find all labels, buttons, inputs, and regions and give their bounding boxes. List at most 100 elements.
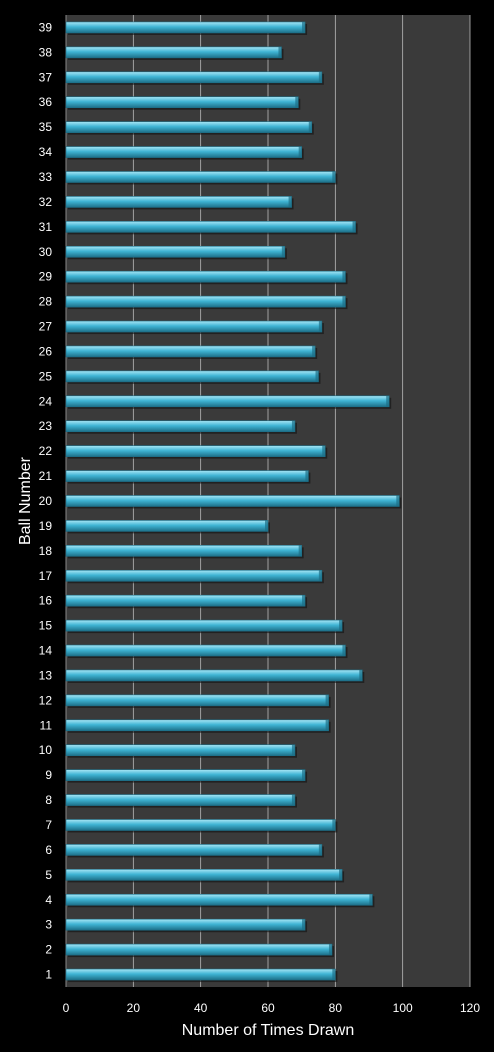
bar-end (298, 146, 302, 158)
bar-ball-26 (65, 345, 318, 359)
bar-end (295, 96, 299, 108)
bar-ball-36 (65, 96, 301, 110)
bar-end (291, 794, 295, 806)
bar (65, 769, 306, 781)
bar-ball-8 (65, 794, 297, 808)
bar-end (328, 944, 332, 956)
bar (65, 644, 346, 657)
bar-end (278, 46, 282, 58)
bar-end (302, 595, 306, 607)
bar-ball-2 (65, 943, 334, 958)
bar-ball-6 (65, 844, 324, 858)
bar-ball-15 (65, 619, 345, 634)
bar-ball-23 (65, 420, 297, 434)
x-tick-label: 0 (63, 1001, 70, 1015)
bar-end (265, 520, 268, 532)
bar (65, 893, 373, 906)
bar-end (342, 645, 346, 657)
y-tick-label: 6 (45, 843, 52, 857)
bar-ball-9 (65, 769, 308, 783)
bar (65, 171, 336, 183)
bar-end (302, 919, 306, 931)
bar (65, 943, 333, 956)
bar (65, 445, 326, 457)
bar-end (339, 620, 343, 632)
bar-end (325, 694, 329, 706)
bar-ball-35 (65, 121, 314, 135)
bar-ball-30 (65, 245, 287, 260)
bar (65, 594, 306, 607)
bar-end (291, 744, 295, 756)
bar (65, 221, 356, 233)
bar (65, 46, 282, 59)
y-tick-label: 12 (39, 693, 53, 707)
bar-end (312, 345, 316, 357)
bar (65, 96, 299, 109)
bar (65, 245, 286, 258)
bar-ball-5 (65, 869, 345, 883)
bar-end (288, 196, 292, 208)
bar-end (396, 495, 400, 507)
bar-ball-24 (65, 395, 392, 409)
bar (65, 520, 269, 532)
y-tick-label: 25 (39, 369, 53, 383)
y-tick-label: 31 (39, 220, 53, 234)
y-tick-label: 24 (39, 394, 53, 408)
y-tick-label: 38 (39, 45, 53, 59)
x-tick-label: 80 (329, 1001, 343, 1015)
bar-ball-29 (65, 270, 348, 285)
bar-end (339, 869, 343, 881)
bar-ball-25 (65, 370, 321, 384)
bar (65, 869, 343, 881)
bar-end (332, 819, 336, 831)
y-tick-label: 27 (39, 320, 53, 334)
bar (65, 420, 296, 433)
bar-ball-20 (65, 495, 402, 509)
y-tick-label: 36 (39, 95, 53, 109)
y-tick-label: 10 (39, 743, 53, 757)
y-tick-label: 1 (45, 968, 52, 982)
bar-ball-32 (65, 196, 294, 210)
bar-end (318, 844, 322, 856)
bar-end (318, 71, 322, 83)
bar-ball-37 (65, 71, 324, 85)
bar-ball-22 (65, 445, 328, 459)
bar (65, 395, 390, 408)
bar-end (322, 445, 326, 457)
bar (65, 569, 323, 582)
y-tick-label: 26 (39, 344, 53, 358)
y-tick-label: 5 (45, 868, 52, 882)
x-axis-ticks: 0 20 40 60 80 100 120 (63, 1001, 481, 1015)
bar-ball-27 (65, 320, 324, 335)
bar-end (342, 296, 346, 308)
x-tick-label: 100 (393, 1001, 413, 1015)
bar-ball-12 (65, 694, 331, 708)
bar (65, 146, 302, 158)
y-tick-label: 33 (39, 170, 53, 184)
bar-ball-14 (65, 644, 348, 659)
bar (65, 669, 363, 682)
bar-end (352, 221, 356, 233)
bar-ball-31 (65, 221, 358, 235)
x-tick-label: 40 (194, 1001, 208, 1015)
bar-end (308, 121, 312, 133)
bar-ball-34 (65, 146, 304, 160)
bar (65, 968, 336, 981)
bar (65, 794, 296, 806)
y-tick-label: 35 (39, 120, 53, 134)
bar (65, 370, 319, 383)
y-tick-label: 28 (39, 295, 53, 309)
bar-ball-17 (65, 569, 324, 584)
bar-end (386, 395, 390, 407)
x-axis-title: Number of Times Drawn (182, 1022, 355, 1039)
bar (65, 470, 309, 482)
x-tick-label: 60 (261, 1001, 275, 1015)
y-axis-title: Ball Number (17, 456, 34, 545)
bar-ball-11 (65, 719, 331, 733)
y-tick-label: 34 (39, 145, 53, 159)
bar (65, 295, 346, 308)
bar-ball-13 (65, 669, 365, 683)
y-tick-label: 3 (45, 918, 52, 932)
bar (65, 719, 329, 732)
